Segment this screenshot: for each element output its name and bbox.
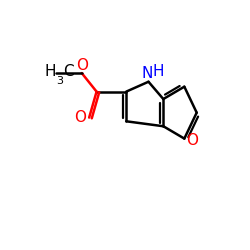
Text: 3: 3 [56, 76, 63, 86]
Text: C: C [63, 64, 73, 79]
Text: H: H [44, 64, 56, 79]
Text: O: O [74, 110, 86, 125]
Text: O: O [186, 133, 198, 148]
Text: H: H [152, 64, 164, 79]
Text: N: N [142, 66, 153, 81]
Text: O: O [76, 58, 88, 73]
